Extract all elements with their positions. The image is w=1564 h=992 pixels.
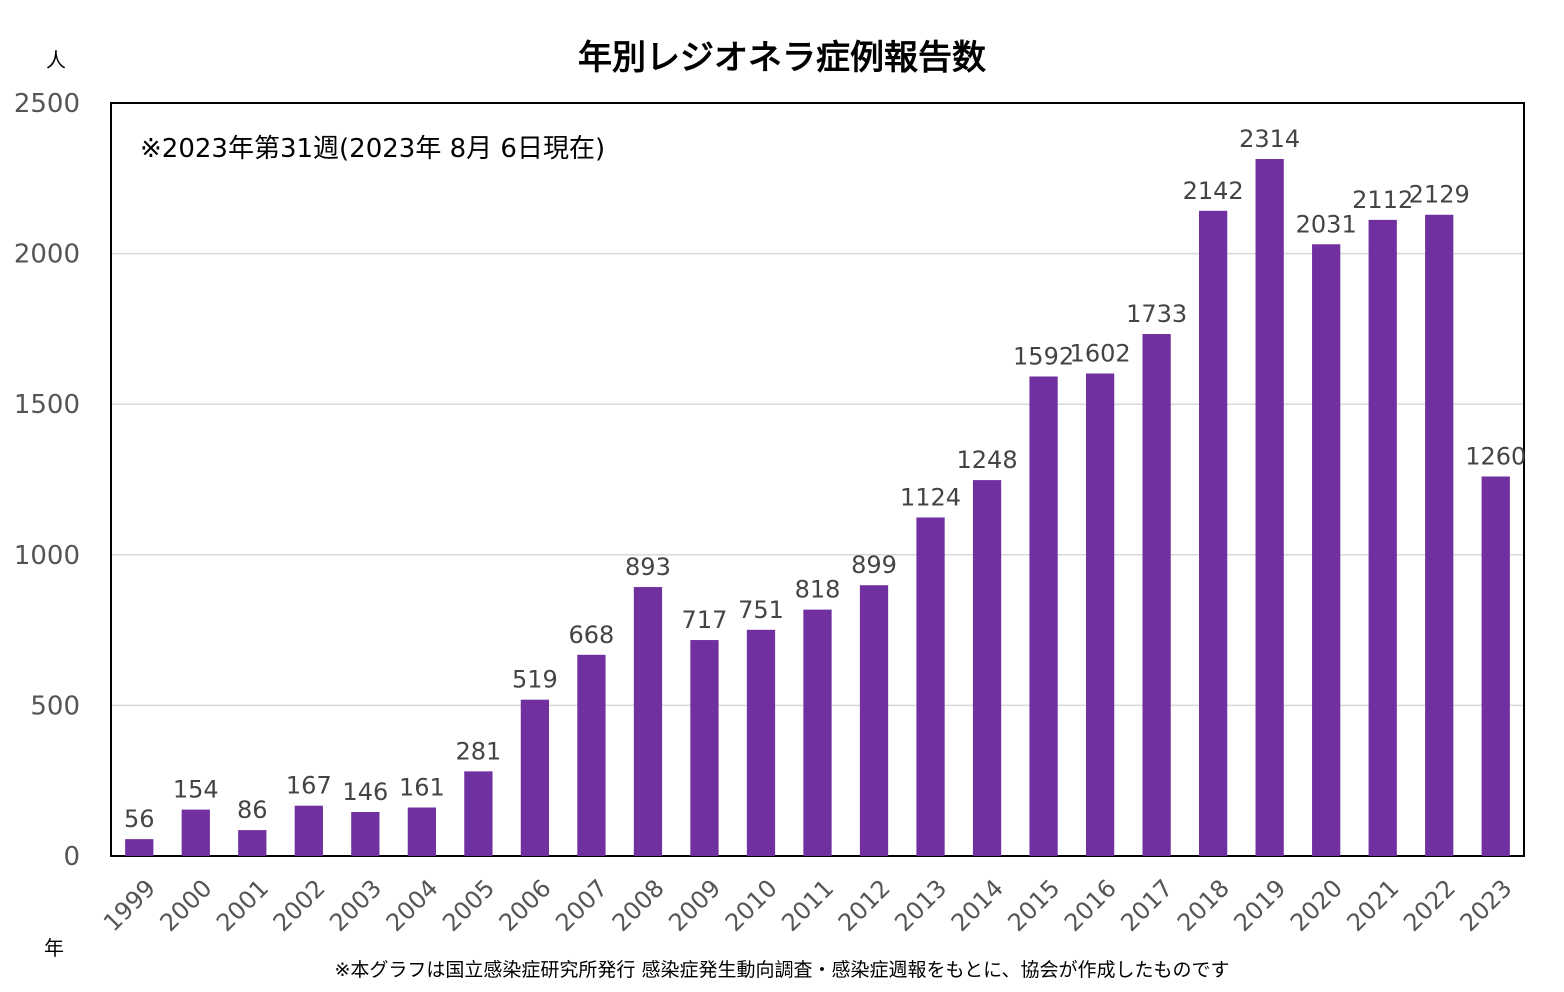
bar <box>238 830 267 856</box>
bar <box>746 629 776 856</box>
bar <box>1029 376 1058 856</box>
bar <box>803 609 832 856</box>
x-tick-label: 2000 <box>155 874 218 937</box>
data-label: 2129 <box>1409 181 1470 209</box>
y-axis-unit: 人 <box>46 48 66 72</box>
bar <box>633 587 663 856</box>
x-tick-label: 2007 <box>550 874 613 937</box>
data-label: 167 <box>286 772 332 800</box>
x-tick-label: 2004 <box>381 874 444 937</box>
data-label: 668 <box>569 621 615 649</box>
data-label: 1260 <box>1465 442 1526 470</box>
data-label: 1602 <box>1070 339 1131 367</box>
x-tick-label: 2019 <box>1228 874 1291 937</box>
x-tick-label: 2017 <box>1115 874 1178 937</box>
data-label: 519 <box>512 666 558 694</box>
bar <box>859 585 889 856</box>
x-tick-label: 2001 <box>211 874 274 937</box>
bar <box>1085 373 1115 856</box>
data-label: 56 <box>124 805 155 833</box>
bar <box>1142 334 1171 856</box>
data-label: 899 <box>851 551 897 579</box>
x-tick-label: 2011 <box>776 874 839 937</box>
y-tick-label: 500 <box>30 691 80 721</box>
bar <box>972 480 1002 856</box>
data-label: 154 <box>173 776 219 804</box>
x-tick-label: 2023 <box>1455 874 1518 937</box>
x-tick-label: 2022 <box>1398 874 1461 937</box>
x-tick-label: 1999 <box>98 874 161 937</box>
x-tick-label: 2012 <box>833 874 896 937</box>
data-label: 1124 <box>900 483 961 511</box>
x-tick-label: 2020 <box>1285 874 1348 937</box>
x-tick-label: 2013 <box>889 874 952 937</box>
x-tick-label: 2008 <box>607 874 670 937</box>
bar <box>1368 219 1397 856</box>
bar <box>1481 476 1510 856</box>
chart-title: 年別レジオネラ症例報告数 <box>578 38 986 78</box>
data-label: 717 <box>682 606 728 634</box>
x-tick-label: 2016 <box>1059 874 1122 937</box>
x-tick-label: 2021 <box>1342 874 1405 937</box>
x-tick-label: 2010 <box>720 874 783 937</box>
x-tick-label: 2009 <box>663 874 726 937</box>
data-label: 2031 <box>1296 210 1357 238</box>
data-label: 86 <box>237 796 268 824</box>
data-label: 818 <box>795 576 841 604</box>
data-label: 1733 <box>1126 300 1187 328</box>
data-label: 1592 <box>1013 342 1074 370</box>
y-tick-label: 1000 <box>14 541 80 571</box>
data-label: 2112 <box>1352 186 1413 214</box>
data-label: 146 <box>342 778 388 806</box>
bar <box>464 771 493 856</box>
data-label: 1248 <box>957 446 1018 474</box>
x-tick-label: 2002 <box>268 874 331 937</box>
bar <box>916 517 945 856</box>
bar <box>690 640 719 856</box>
y-tick-label: 2000 <box>14 240 80 270</box>
bar <box>407 807 436 856</box>
x-axis-unit: 年 <box>44 936 64 960</box>
data-label: 161 <box>399 774 445 802</box>
data-label: 2314 <box>1239 125 1300 153</box>
bar <box>181 809 210 856</box>
bar <box>351 812 380 856</box>
bar <box>577 654 606 856</box>
y-tick-label: 2500 <box>14 89 80 119</box>
data-label: 2142 <box>1183 177 1244 205</box>
bar <box>520 699 550 856</box>
data-date-note: ※2023年第31週(2023年 8月 6日現在) <box>140 134 606 164</box>
x-tick-label: 2006 <box>494 874 557 937</box>
bar <box>125 839 154 856</box>
bar <box>1312 244 1341 856</box>
bar <box>294 805 323 856</box>
bar <box>1425 214 1454 857</box>
y-tick-label: 0 <box>63 842 80 872</box>
data-label: 893 <box>625 553 671 581</box>
bar <box>1255 159 1284 856</box>
y-tick-label: 1500 <box>14 390 80 420</box>
data-label: 281 <box>455 737 501 765</box>
source-footnote: ※本グラフは国立感染症研究所発行 感染症発生動向調査・感染症週報をもとに、協会が… <box>334 959 1230 981</box>
data-label: 751 <box>738 596 784 624</box>
x-tick-label: 2015 <box>1002 874 1065 937</box>
x-tick-label: 2018 <box>1172 874 1235 937</box>
bar <box>1199 210 1228 857</box>
x-tick-label: 2014 <box>946 874 1009 937</box>
x-tick-label: 2005 <box>437 874 500 937</box>
x-tick-label: 2003 <box>324 874 387 937</box>
